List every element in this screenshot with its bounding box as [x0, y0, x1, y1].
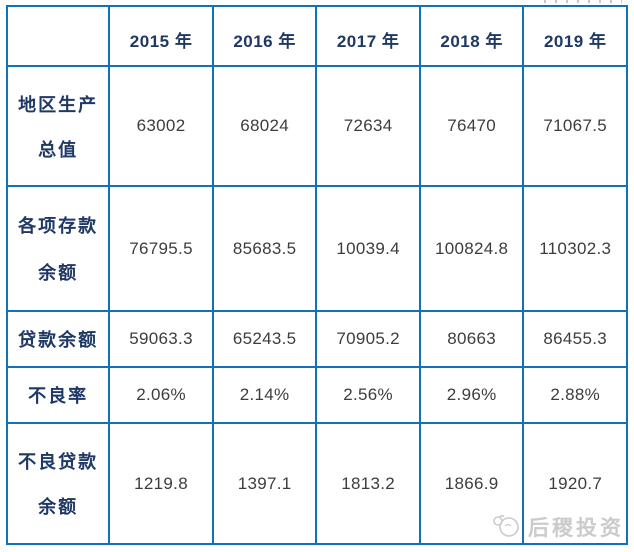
row-label-line: 地区生产 — [18, 94, 99, 115]
row-label-npl-balance: 不良贷款 余额 — [5, 422, 111, 545]
cell-value: 1219.8 — [108, 422, 214, 545]
cell-value: 65243.5 — [211, 310, 318, 368]
table-row-total-deposits: 各项存款 余额 76795.5 85683.5 10039.4 100824.8… — [5, 185, 628, 312]
cell-value: 2.06% — [108, 366, 214, 424]
table-row-npl-rate: 不良率 2.06% 2.14% 2.56% 2.96% 2.88% — [5, 366, 628, 424]
row-label-line: 各项存款 — [18, 215, 99, 236]
row-label-line: 不良贷款 — [18, 451, 99, 472]
cell-value: 110302.3 — [522, 185, 628, 312]
cell-value: 63002 — [108, 65, 214, 187]
column-header-2017: 2017 年 — [315, 5, 421, 67]
cell-value: 59063.3 — [108, 310, 214, 368]
column-header-2016: 2016 年 — [211, 5, 318, 67]
cell-value: 1920.7 — [522, 422, 628, 545]
table-row-regional-gdp: 地区生产 总值 63002 68024 72634 76470 71067.5 — [5, 65, 628, 187]
cell-value: 10039.4 — [315, 185, 421, 312]
cell-value: 85683.5 — [211, 185, 318, 312]
cell-value: 2.88% — [522, 366, 628, 424]
table-row-loan-balance: 贷款余额 59063.3 65243.5 70905.2 80663 86455… — [5, 310, 628, 368]
row-label-total-deposits: 各项存款 余额 — [5, 185, 111, 312]
table-header-row: 2015 年 2016 年 2017 年 2018 年 2019 年 — [5, 5, 628, 67]
cell-value: 76795.5 — [108, 185, 214, 312]
cell-value: 72634 — [315, 65, 421, 187]
cell-value: 1813.2 — [315, 422, 421, 545]
cell-value: 80663 — [418, 310, 525, 368]
cell-value: 1397.1 — [211, 422, 318, 545]
table-row-npl-balance: 不良贷款 余额 1219.8 1397.1 1813.2 1866.9 1920… — [5, 422, 628, 545]
column-header-2018: 2018 年 — [418, 5, 525, 67]
cell-value: 86455.3 — [522, 310, 628, 368]
row-label-regional-gdp: 地区生产 总值 — [5, 65, 111, 187]
row-label-loan-balance: 贷款余额 — [5, 310, 111, 368]
cell-value: 1866.9 — [418, 422, 525, 545]
row-label-line: 余额 — [38, 497, 79, 518]
row-label-line: 余额 — [38, 263, 79, 284]
cell-value: 70905.2 — [315, 310, 421, 368]
cell-value: 2.14% — [211, 366, 318, 424]
cropped-text-fragment — [544, 0, 622, 3]
cell-value: 71067.5 — [522, 65, 628, 187]
cell-value: 2.56% — [315, 366, 421, 424]
row-label-line: 不良率 — [28, 386, 89, 406]
cell-value: 76470 — [418, 65, 525, 187]
cell-value: 100824.8 — [418, 185, 525, 312]
row-label-npl-rate: 不良率 — [5, 366, 111, 424]
cell-value: 2.96% — [418, 366, 525, 424]
row-label-line: 总值 — [38, 139, 79, 160]
column-header-2019: 2019 年 — [522, 5, 628, 67]
cell-value: 68024 — [211, 65, 318, 187]
corner-cell — [5, 5, 111, 67]
column-header-2015: 2015 年 — [108, 5, 214, 67]
row-label-line: 贷款余额 — [18, 330, 99, 350]
financial-data-table: 2015 年 2016 年 2017 年 2018 年 2019 年 地区生产 … — [5, 5, 628, 545]
